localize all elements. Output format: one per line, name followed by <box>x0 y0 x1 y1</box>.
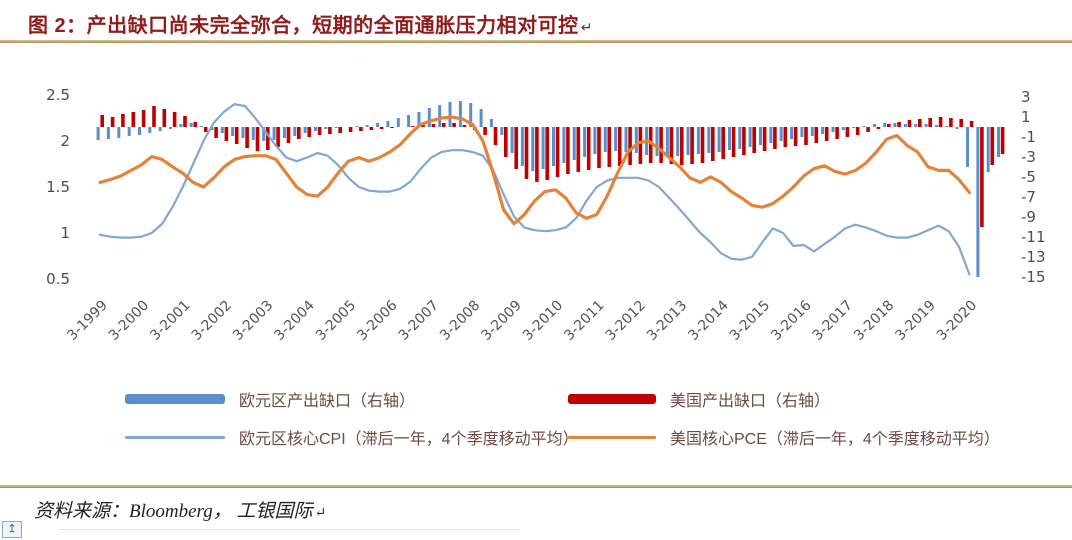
svg-text:1: 1 <box>60 224 70 242</box>
right-axis-tick-labels: 3 1 -1 -3 -5 -7 -9 -11 -13 -15 <box>1021 88 1046 286</box>
left-axis-tick-labels: 2.5 2 1.5 1 0.5 <box>46 86 70 288</box>
svg-text:3-2017: 3-2017 <box>810 298 856 344</box>
svg-text:-1: -1 <box>1021 128 1036 146</box>
svg-text:3-2005: 3-2005 <box>313 298 359 344</box>
svg-text:1: 1 <box>1021 108 1031 126</box>
svg-text:-9: -9 <box>1021 208 1036 226</box>
svg-text:3-1999: 3-1999 <box>64 298 110 344</box>
line-series-us-core-pce <box>98 115 972 226</box>
paragraph-return-icon: ↵ <box>314 506 327 521</box>
svg-text:-13: -13 <box>1021 248 1046 266</box>
svg-text:-15: -15 <box>1021 268 1046 286</box>
figure-title-text: 图 2：产出缺口尚未完全弥合，短期的全面通胀压力相对可控 <box>28 15 579 37</box>
paragraph-return-icon: ↵ <box>580 19 593 35</box>
svg-text:2.5: 2.5 <box>46 86 70 104</box>
eurozone-output-gap-swatch <box>125 394 225 404</box>
bar-series-eurozone-output-gap <box>96 101 1000 277</box>
figure-title: 图 2：产出缺口尚未完全弥合，短期的全面通胀压力相对可控 ↵ <box>28 9 593 38</box>
anchor-icon[interactable]: ↥ <box>2 521 22 538</box>
bar-series-us-output-gap <box>100 106 1005 227</box>
svg-text:3-2012: 3-2012 <box>603 298 649 344</box>
svg-text:3-2000: 3-2000 <box>106 298 152 344</box>
legend-item-us-output-gap: 美国产出缺口（右轴） <box>568 390 831 410</box>
svg-text:-3: -3 <box>1021 148 1036 166</box>
svg-text:3-2014: 3-2014 <box>685 297 731 343</box>
svg-text:3-2019: 3-2019 <box>892 298 938 344</box>
svg-text:3-2008: 3-2008 <box>437 298 483 344</box>
svg-text:3-2010: 3-2010 <box>520 298 566 344</box>
source-divider <box>0 485 1072 488</box>
legend-label: 美国产出缺口（右轴） <box>670 393 831 410</box>
svg-text:3-2020: 3-2020 <box>934 298 980 344</box>
svg-text:3-2006: 3-2006 <box>354 297 400 343</box>
svg-text:3-2009: 3-2009 <box>478 298 524 344</box>
svg-text:2: 2 <box>60 132 70 150</box>
svg-text:1.5: 1.5 <box>46 178 70 196</box>
title-divider <box>0 40 1072 43</box>
legend-label: 欧元区产出缺口（右轴） <box>239 393 416 410</box>
legend-item-eurozone-core-cpi: 欧元区核心CPI（滞后一年，4个季度移动平均） <box>125 428 579 448</box>
svg-text:3-2018: 3-2018 <box>851 298 897 344</box>
svg-text:3-2016: 3-2016 <box>768 297 814 343</box>
svg-text:-11: -11 <box>1021 228 1046 246</box>
x-axis-tick-labels: 3-19993-20003-20013-20023-20033-20043-20… <box>64 297 980 343</box>
svg-text:-5: -5 <box>1021 168 1036 186</box>
output-gap-inflation-chart: 2.521.510.531-1-3-5-7-9-11-13-153-19993-… <box>46 86 1046 344</box>
anchor-arrow-glyph: ↥ <box>7 523 17 535</box>
svg-text:3-2001: 3-2001 <box>147 298 193 344</box>
legend-item-eurozone-output-gap: 欧元区产出缺口（右轴） <box>125 390 416 410</box>
svg-text:0.5: 0.5 <box>46 270 70 288</box>
svg-text:3: 3 <box>1021 88 1031 106</box>
page-bottom-border <box>60 529 520 530</box>
svg-text:3-2002: 3-2002 <box>189 298 235 344</box>
legend-item-us-core-pce: 美国核心PCE（滞后一年，4个季度移动平均） <box>568 428 1000 448</box>
svg-text:3-2007: 3-2007 <box>396 298 442 344</box>
svg-text:3-2015: 3-2015 <box>727 298 773 344</box>
legend-label: 欧元区核心CPI（滞后一年，4个季度移动平均） <box>239 431 579 448</box>
svg-text:-7: -7 <box>1021 188 1036 206</box>
us-output-gap-swatch <box>568 394 656 404</box>
source-text: 资料来源：Bloomberg， 工银国际 ↵ <box>34 496 326 523</box>
legend-label: 美国核心PCE（滞后一年，4个季度移动平均） <box>670 431 1000 448</box>
svg-text:3-2011: 3-2011 <box>561 298 607 344</box>
svg-text:3-2003: 3-2003 <box>230 298 276 344</box>
eurozone-core-cpi-swatch <box>125 435 225 439</box>
svg-text:3-2004: 3-2004 <box>271 297 317 343</box>
us-core-pce-swatch <box>568 435 656 439</box>
source-text-value: 资料来源：Bloomberg， 工银国际 <box>34 501 313 522</box>
line-series-eurozone-core-cpi <box>98 103 971 276</box>
svg-text:3-2013: 3-2013 <box>644 298 690 344</box>
